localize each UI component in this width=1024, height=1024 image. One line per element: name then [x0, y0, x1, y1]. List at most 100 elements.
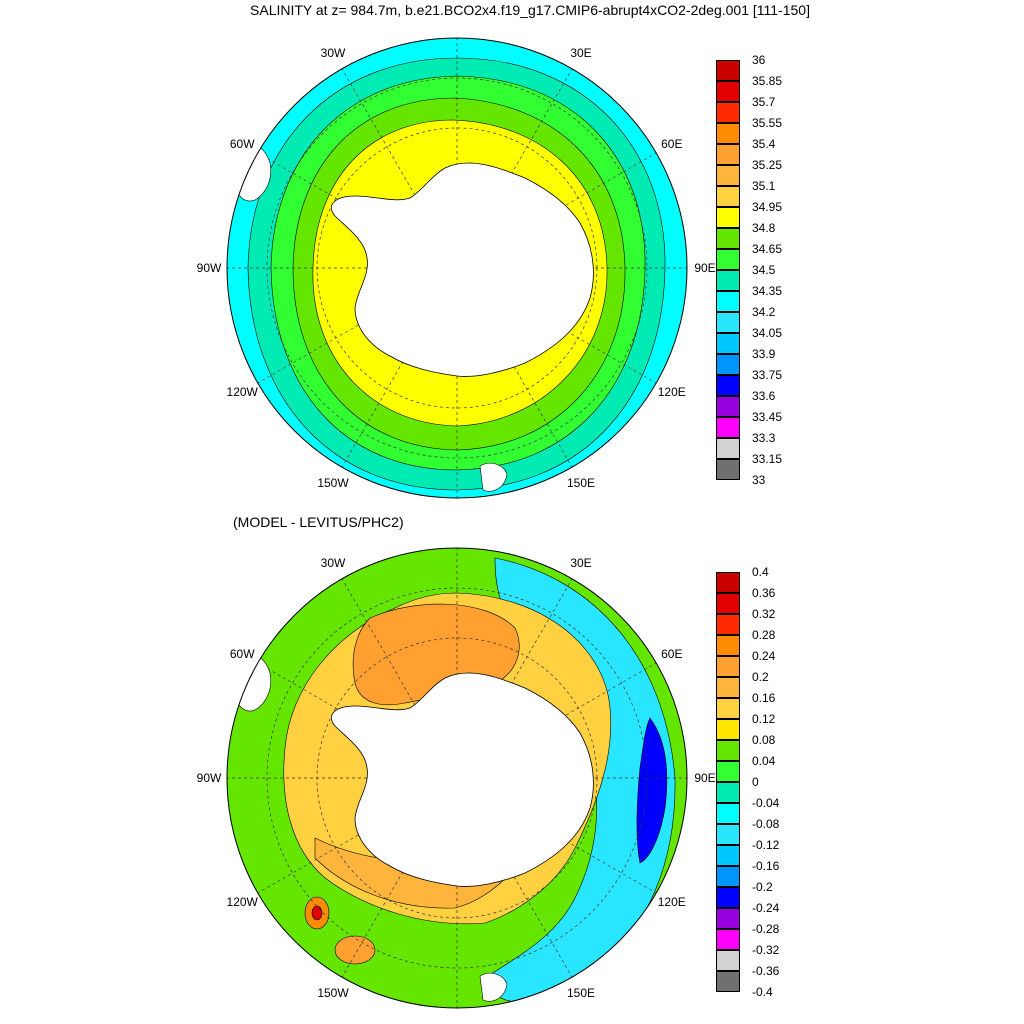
colorbar-label: -0.16	[752, 859, 780, 873]
map-border	[226, 37, 688, 499]
colorbar-label: -0.4	[752, 985, 773, 999]
longitude-label: 30W	[321, 46, 346, 60]
longitude-label: 120W	[227, 385, 259, 399]
colorbar-label: 34.5	[752, 263, 776, 277]
longitude-label: 30E	[570, 46, 591, 60]
colorbar-label: -0.36	[752, 964, 780, 978]
longitude-label: 90E	[694, 771, 715, 785]
colorbar-swatch	[716, 270, 740, 291]
colorbar-label: 0.04	[752, 754, 776, 768]
colorbar-label: 35.4	[752, 137, 776, 151]
colorbar-swatch	[716, 396, 740, 417]
colorbar-swatch	[716, 333, 740, 354]
colorbar-swatch	[716, 950, 740, 971]
plot-title: SALINITY at z= 984.7m, b.e21.BCO2x4.f19_…	[250, 2, 810, 18]
colorbar-swatch	[716, 677, 740, 698]
colorbar-label: 34.95	[752, 200, 783, 214]
colorbar-label: -0.2	[752, 880, 773, 894]
colorbar-label: 33.6	[752, 389, 776, 403]
colorbar-swatch	[716, 887, 740, 908]
new-zealand	[479, 972, 508, 1002]
colorbar-label: 0	[752, 775, 759, 789]
colorbar-swatch	[716, 417, 740, 438]
colorbar-swatch	[716, 845, 740, 866]
colorbar-swatch	[716, 593, 740, 614]
new-zealand	[479, 462, 508, 492]
salinity-polar-map: 030E60E90E120E150E180150W120W90W60W30W	[197, 37, 716, 499]
longitude-label: 30W	[321, 556, 346, 570]
colorbar-label: 33	[752, 473, 766, 487]
colorbar-swatch	[716, 375, 740, 396]
longitude-label: 60E	[661, 647, 682, 661]
graticule-lat-1	[266, 587, 648, 969]
colorbar-label: 34.05	[752, 326, 783, 340]
colorbar-label: 33.3	[752, 431, 776, 445]
longitude-label: 150E	[567, 476, 595, 490]
longitude-label: 120W	[227, 895, 259, 909]
colorbar-label: 34.2	[752, 305, 776, 319]
antarctica	[330, 672, 594, 887]
longitude-label: 150W	[317, 986, 349, 1000]
colorbar-swatch	[716, 60, 740, 81]
longitude-labels: 030E60E90E120E150E180150W120W90W60W30W	[197, 46, 716, 490]
colorbar-swatch	[716, 866, 740, 887]
colorbar-swatch	[716, 929, 740, 950]
colorbar-label: 34.8	[752, 221, 776, 235]
colorbar-swatch	[716, 312, 740, 333]
colorbar-label: 33.75	[752, 368, 783, 382]
longitude-label: 150W	[317, 476, 349, 490]
longitude-label: 60E	[661, 137, 682, 151]
colorbar-swatch	[716, 291, 740, 312]
colorbar-label: 0.4	[752, 565, 769, 579]
difference-subtitle: (MODEL - LEVITUS/PHC2)	[233, 514, 404, 530]
colorbar-swatch	[716, 354, 740, 375]
colorbar-swatch	[716, 438, 740, 459]
colorbar-swatch	[716, 656, 740, 677]
longitude-label: 90W	[197, 771, 222, 785]
colorbar-swatch	[716, 123, 740, 144]
colorbar-label: 35.25	[752, 158, 783, 172]
longitude-label: 60W	[230, 647, 255, 661]
colorbar-swatch	[716, 740, 740, 761]
colorbar-swatch	[716, 614, 740, 635]
colorbar-swatch	[716, 803, 740, 824]
colorbar-swatch	[716, 102, 740, 123]
colorbar-swatch	[716, 782, 740, 803]
colorbar-label: -0.32	[752, 943, 780, 957]
antarctica	[330, 162, 594, 377]
colorbar-label: -0.08	[752, 817, 780, 831]
colorbar-label: 0.36	[752, 586, 776, 600]
longitude-label: 90W	[197, 261, 222, 275]
colorbar-label: 0.24	[752, 649, 776, 663]
colorbar-label: 35.1	[752, 179, 776, 193]
colorbar-label: 0.12	[752, 712, 776, 726]
colorbar-swatch	[716, 207, 740, 228]
colorbar-swatch	[716, 249, 740, 270]
colorbar-swatch	[716, 698, 740, 719]
longitude-label: 120E	[658, 895, 686, 909]
colorbar-swatch	[716, 719, 740, 740]
difference-polar-map: 030E60E90E120E150E180150W120W90W60W30W	[197, 547, 716, 1009]
longitude-label: 90E	[694, 261, 715, 275]
colorbar-swatch	[716, 635, 740, 656]
colorbar-label: 35.85	[752, 74, 783, 88]
colorbar-label: 0.08	[752, 733, 776, 747]
longitude-label: 30E	[570, 556, 591, 570]
colorbar-swatch	[716, 572, 740, 593]
colorbar-swatch	[716, 908, 740, 929]
colorbar-label: 33.15	[752, 452, 783, 466]
colorbar-label: 0.28	[752, 628, 776, 642]
colorbar-label: 0.16	[752, 691, 776, 705]
colorbar-label: 33.45	[752, 410, 783, 424]
colorbar-swatch	[716, 81, 740, 102]
colorbar-label: 35.7	[752, 95, 776, 109]
colorbar-label: 35.55	[752, 116, 783, 130]
map-border	[226, 547, 688, 1009]
colorbar-label: 0.2	[752, 670, 769, 684]
pacific-hotspot-2	[334, 935, 376, 965]
colorbar-swatch	[716, 228, 740, 249]
colorbar-label: 33.9	[752, 347, 776, 361]
pacific-hotspot-core	[311, 905, 323, 921]
colorbar-label: 36	[752, 53, 766, 67]
longitude-label: 120E	[658, 385, 686, 399]
